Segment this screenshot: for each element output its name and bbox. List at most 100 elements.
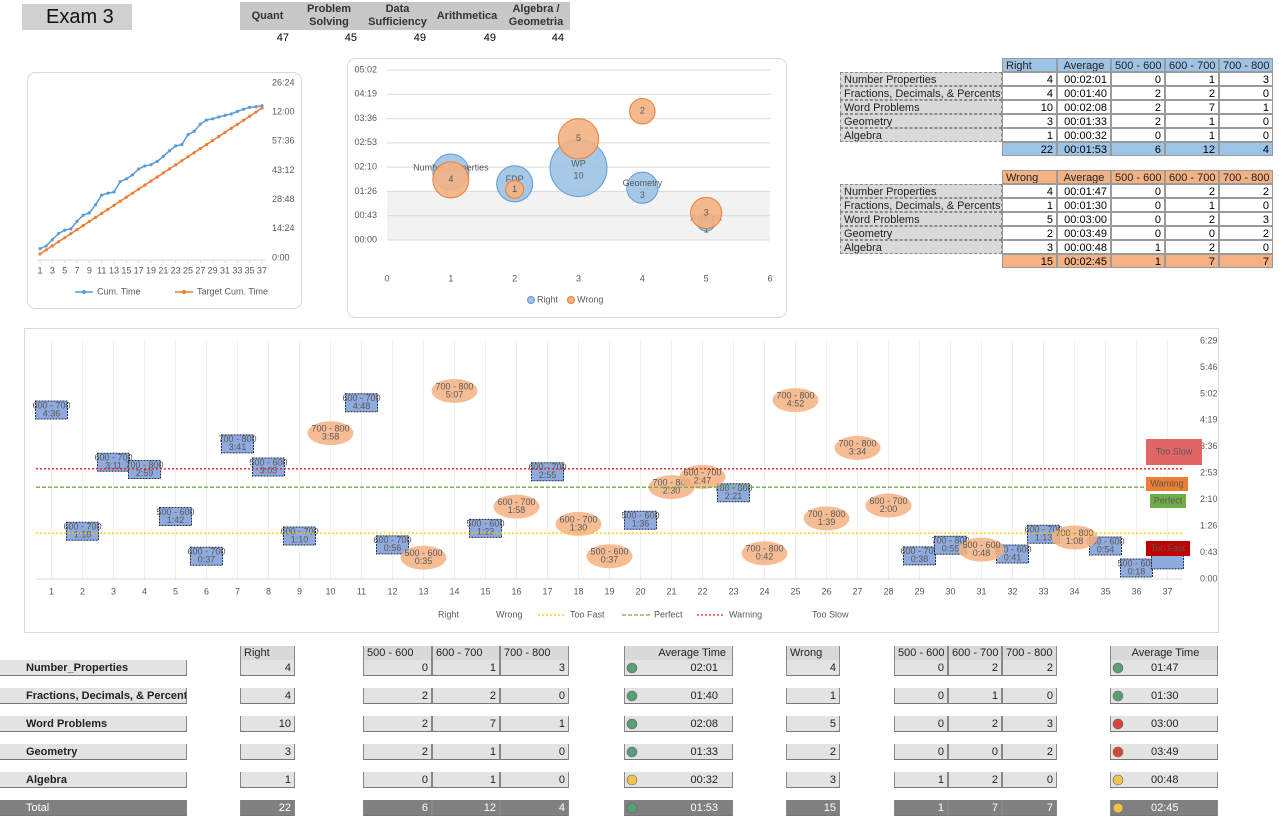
x-tick-label: 29: [208, 265, 218, 275]
y-tick-label: 5:02: [1200, 388, 1218, 398]
table-cell: 4: [1002, 72, 1057, 86]
right-range: 7: [432, 716, 500, 732]
right-marker: [66, 521, 99, 541]
legend-marker: [567, 296, 575, 304]
legend-label: Too Slow: [812, 609, 849, 619]
point-range: 700 - 800: [838, 438, 876, 448]
point: [118, 180, 122, 184]
point: [254, 105, 258, 109]
wrong-marker: [307, 421, 354, 446]
status-icon: [1112, 662, 1124, 674]
total-cell: 7: [1165, 254, 1219, 268]
table-cell: 2: [1165, 240, 1219, 254]
y-tick-label: 00:43: [354, 210, 377, 220]
total-cell: 15: [1002, 254, 1057, 268]
point: [81, 213, 85, 217]
point: [167, 167, 172, 171]
status-dot: [1112, 746, 1124, 758]
table-header: Average: [1057, 58, 1111, 72]
score-value: 44: [551, 32, 564, 44]
table-cell: 5: [1002, 212, 1057, 226]
point: [161, 171, 165, 175]
right-range: 0: [363, 660, 432, 676]
table-cell: 0: [1219, 198, 1273, 212]
x-tick-label: 36: [1131, 586, 1141, 596]
total-cell: 7: [1219, 254, 1273, 268]
x-tick-label: 20: [635, 586, 645, 596]
table-header: 700 - 800: [1219, 170, 1273, 184]
x-tick-label: 14: [449, 586, 459, 596]
row-label: Fractions, Decimals, & Percents: [0, 688, 187, 704]
wrong-count: 1: [786, 688, 840, 704]
bubble-size-label: 1: [704, 224, 709, 234]
right-range: 3: [500, 660, 569, 676]
exam-title: Exam 3: [22, 4, 132, 30]
point-range: 700 - 800: [776, 391, 814, 401]
wrong-range: 1: [894, 800, 948, 816]
point-time: 3:03: [260, 465, 278, 475]
table-cell: 1: [1002, 198, 1057, 212]
x-tick-label: 16: [511, 586, 521, 596]
status-tag: [1146, 477, 1188, 491]
x-tick-label: 31: [220, 265, 230, 275]
x-tick-label: 2: [80, 586, 85, 596]
row-label: Geometry: [840, 226, 1002, 240]
table-cell: 1: [1002, 128, 1057, 142]
table-cell: 0: [1111, 212, 1165, 226]
status-icon: [1112, 774, 1124, 786]
right-count: 3: [240, 744, 295, 760]
x-tick-label: 9: [297, 586, 302, 596]
table-cell: 0: [1219, 128, 1273, 142]
y-tick-label: 5:46: [1200, 362, 1218, 372]
right-average: 02:01: [624, 660, 733, 676]
point-range: 600 - 700: [497, 497, 535, 507]
legend-label: Too Fast: [570, 609, 605, 619]
point: [254, 110, 258, 114]
wrong-marker: [555, 511, 602, 536]
y-tick-label: 02:53: [354, 137, 377, 147]
point-range: 600 - 700: [32, 400, 70, 410]
status-icon: [1112, 746, 1124, 758]
right-range: 12: [432, 800, 500, 816]
table-cell: 3: [1002, 240, 1057, 254]
point-time: 4:36: [43, 408, 61, 418]
wrong-average: 01:47: [1110, 660, 1218, 676]
total-cell: 00:02:45: [1057, 254, 1111, 268]
point: [124, 177, 128, 181]
table-cell: 00:03:49: [1057, 226, 1111, 240]
point: [260, 106, 264, 110]
point-range: 500 - 600: [962, 540, 1000, 550]
wrong-count: 3: [786, 772, 840, 788]
table-cell: 1: [1165, 114, 1219, 128]
table-cell: 0: [1111, 198, 1165, 212]
point: [241, 118, 246, 122]
table-cell: 2: [1219, 226, 1273, 240]
right-range: 1: [500, 716, 569, 732]
x-tick-label: 26: [821, 586, 831, 596]
x-tick-label: 11: [97, 265, 106, 275]
right-marker: [159, 507, 192, 527]
wrong-marker: [431, 378, 478, 403]
y-tick-label: 0:00: [272, 252, 290, 262]
point-time: 3:11: [105, 461, 122, 471]
table-header: Right: [1002, 58, 1057, 72]
wrong-count: 2: [786, 744, 840, 760]
point: [56, 231, 61, 236]
y-tick-label: 01:26: [354, 186, 377, 196]
point: [217, 134, 221, 139]
x-tick-label: 21: [158, 265, 168, 275]
point-time: 2:21: [725, 491, 743, 501]
wrong-range: 0: [894, 660, 948, 676]
score-value: 49: [413, 32, 426, 44]
point: [186, 133, 190, 137]
x-tick-label: 6: [767, 273, 772, 283]
status-tag-label: Too Slow: [1156, 446, 1193, 456]
point-time: 2:59: [136, 468, 154, 478]
y-tick-label: 03:36: [354, 113, 377, 123]
table-header: 700 - 800: [1219, 58, 1273, 72]
wrong-marker: [772, 388, 819, 413]
point: [100, 211, 104, 216]
y-tick-label: 12:00: [272, 107, 295, 117]
right-range: 2: [363, 744, 432, 760]
